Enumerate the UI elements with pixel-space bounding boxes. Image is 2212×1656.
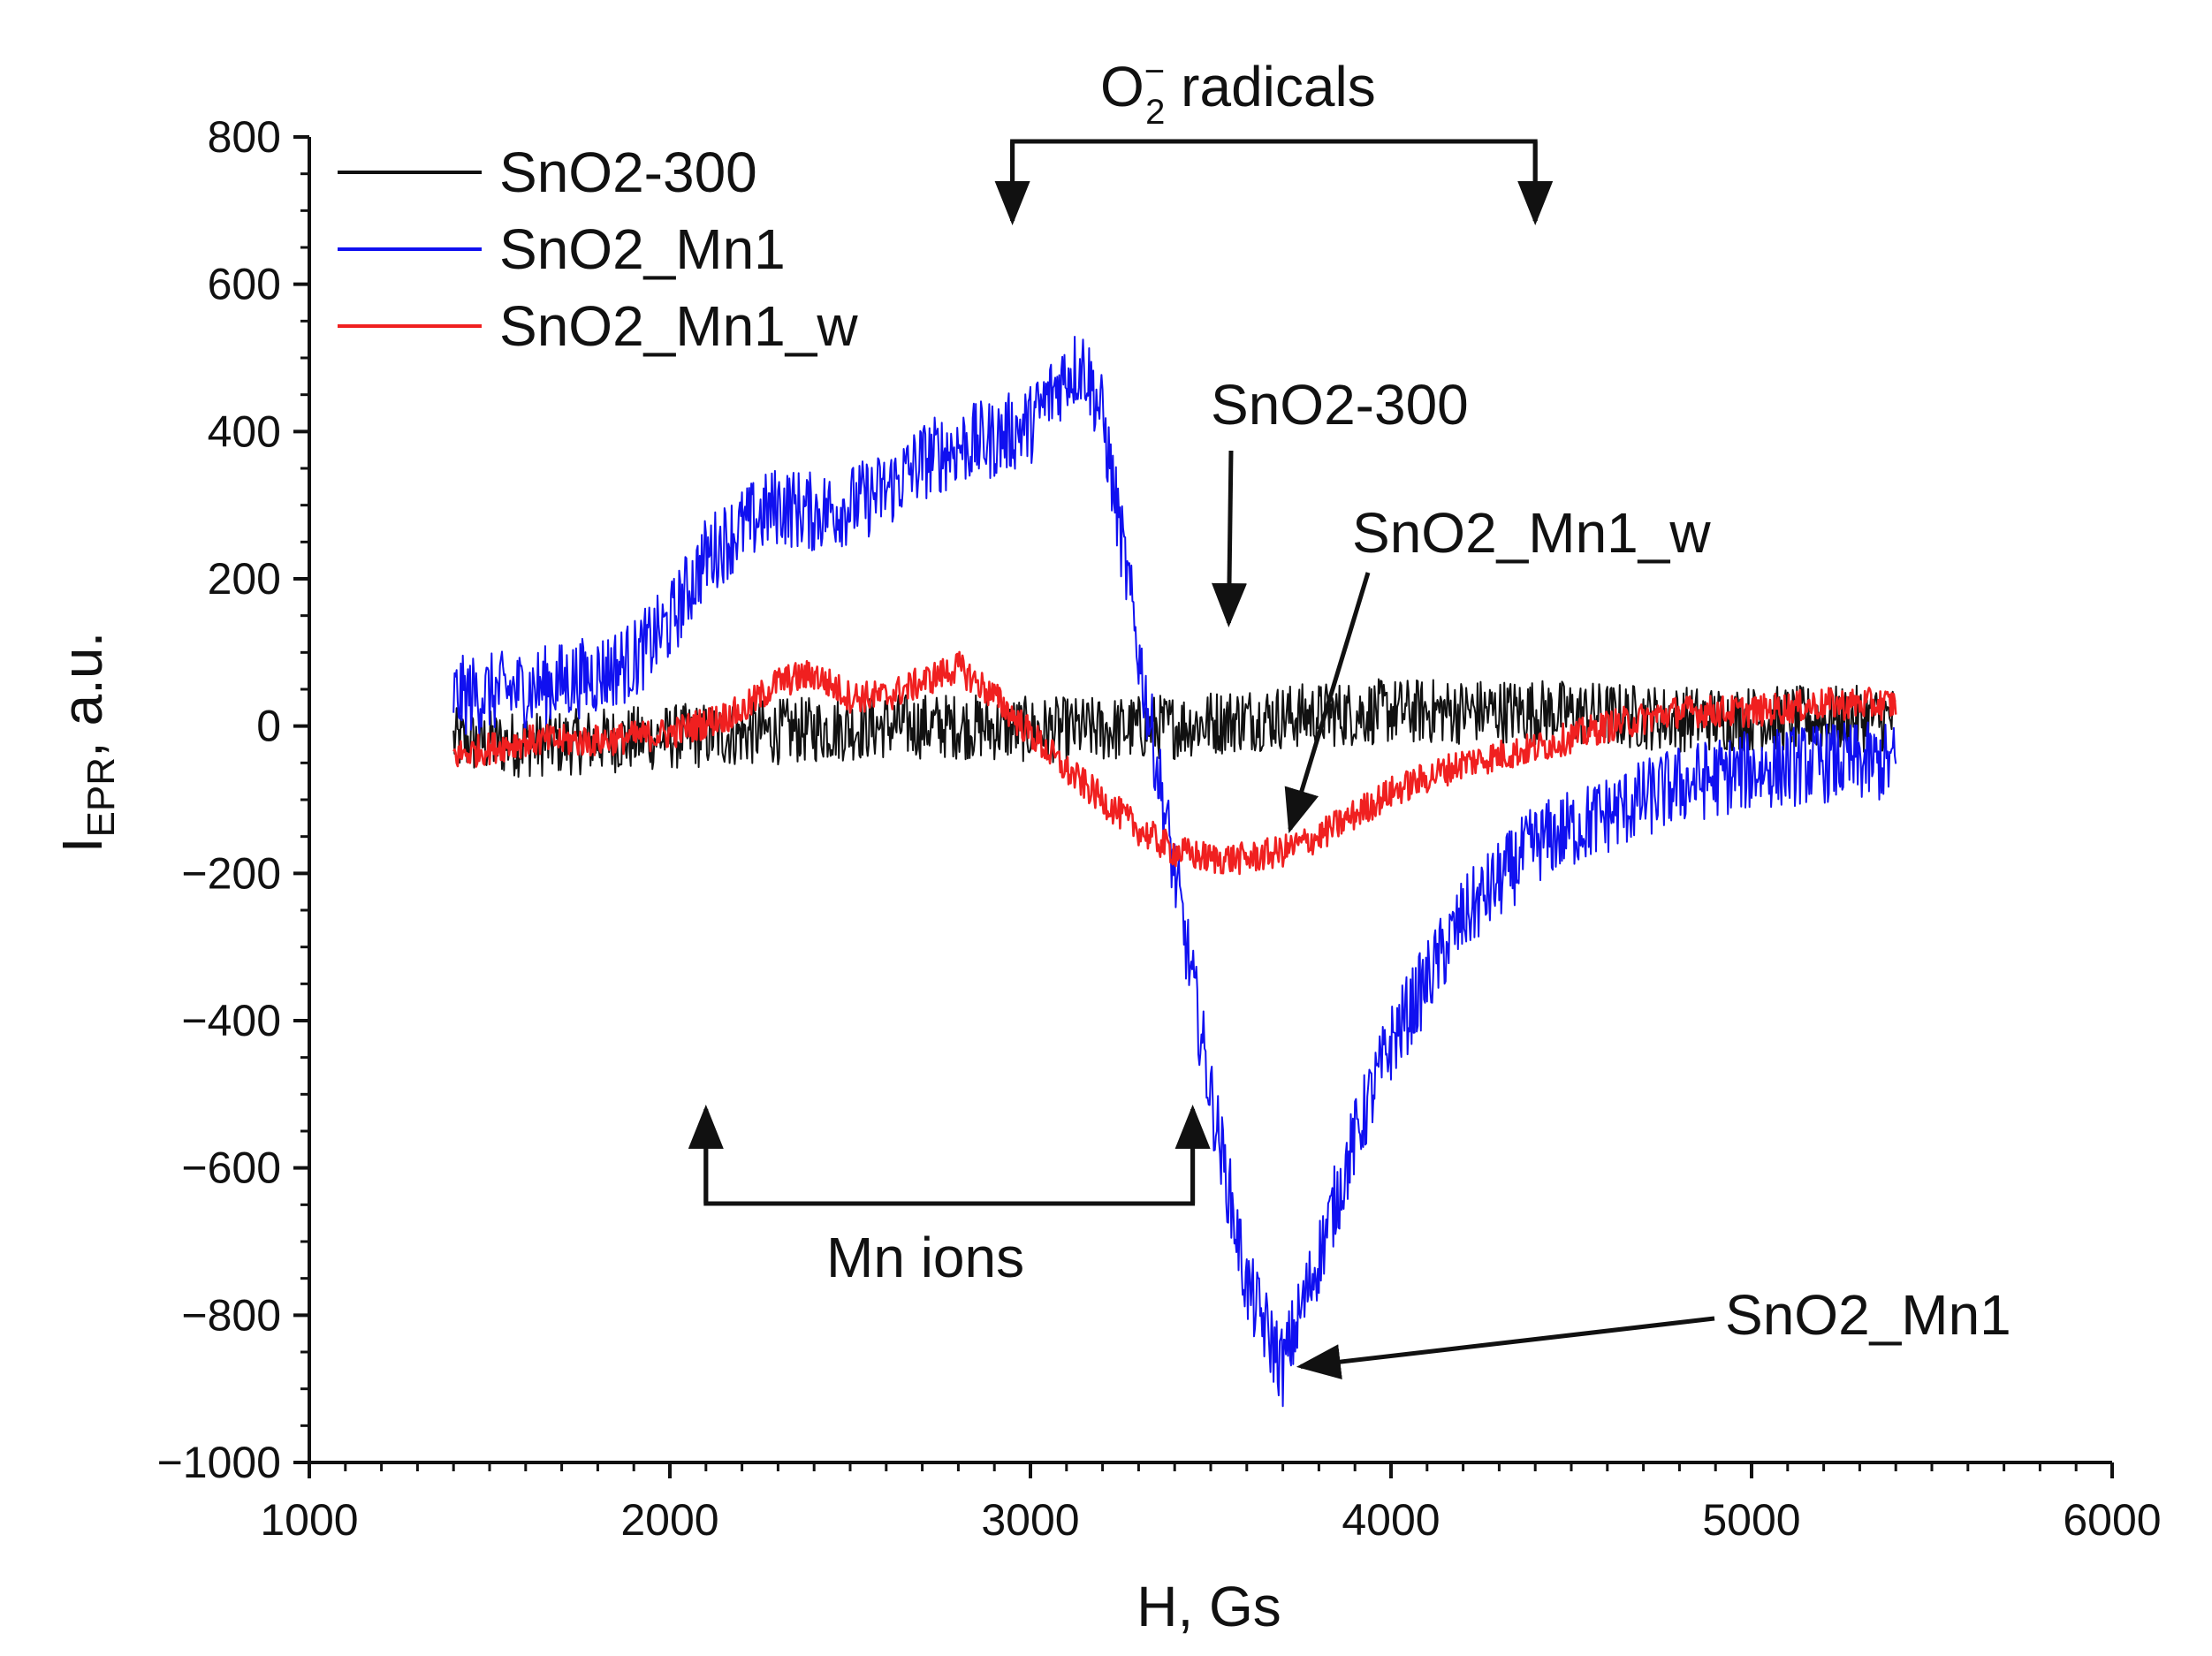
y-tick-label: 600: [208, 260, 281, 309]
y-tick-label: 400: [208, 406, 281, 456]
y-tick-label: −800: [181, 1290, 281, 1340]
mn-ions-label: Mn ions: [826, 1226, 1024, 1289]
sno2-mn1-pointer: [1296, 1316, 1715, 1380]
y-axis-title-main: I: [50, 838, 114, 854]
y-tick-label: −200: [181, 848, 281, 898]
series-line-1: [452, 336, 1897, 1408]
x-tick-label: 6000: [2063, 1495, 2161, 1545]
sno2-300-label: SnO2-300: [1211, 373, 1469, 437]
y-tick-label: −600: [181, 1143, 281, 1193]
x-tick-label: 4000: [1342, 1495, 1440, 1545]
y-tick-label: −1000: [157, 1438, 281, 1487]
x-tick-label: 1000: [260, 1495, 358, 1545]
y-tick-label: −400: [181, 996, 281, 1045]
mn-bracket: [703, 1118, 1196, 1206]
legend-label: SnO2-300: [499, 141, 757, 204]
x-tick-label: 3000: [981, 1495, 1079, 1545]
y-axis-title: IEPR, a.u.: [50, 632, 123, 854]
legend-label: SnO2_Mn1: [499, 217, 786, 281]
x-axis-title: H, Gs: [1136, 1575, 1281, 1638]
sno2-mn1-label: SnO2_Mn1: [1725, 1283, 2011, 1347]
y-axis-title-rest: , a.u.: [50, 632, 114, 757]
series-line-2: [452, 650, 1897, 876]
sno2-mn1-w-pointer: [1284, 572, 1371, 834]
x-tick-label: 2000: [620, 1495, 718, 1545]
x-tick-label: 5000: [1702, 1495, 1800, 1545]
series-layer: [452, 336, 1897, 1408]
legend: SnO2-300 SnO2_Mn1 SnO2_Mn1_w: [338, 141, 858, 358]
legend-label: SnO2_Mn1_w: [499, 294, 858, 358]
o2-bracket: [1010, 139, 1538, 221]
annotations: O− 2 radicals Mn ions SnO2-300 SnO2_Mn1_w SnO…: [688, 52, 2011, 1380]
y-tick-label: 800: [208, 112, 281, 162]
sno2-300-pointer: [1212, 450, 1247, 627]
sno2-mn1-w-label: SnO2_Mn1_w: [1352, 501, 1711, 565]
ticks-layer: 1000 2000 3000 4000 5000 60008006004002000−20…: [157, 112, 2162, 1545]
y-tick-label: 0: [256, 702, 281, 751]
y-tick-label: 200: [208, 554, 281, 604]
y-axis-title-sub: EPR: [80, 757, 123, 837]
o2-radicals-label: O− 2 radicals: [1100, 52, 1376, 132]
